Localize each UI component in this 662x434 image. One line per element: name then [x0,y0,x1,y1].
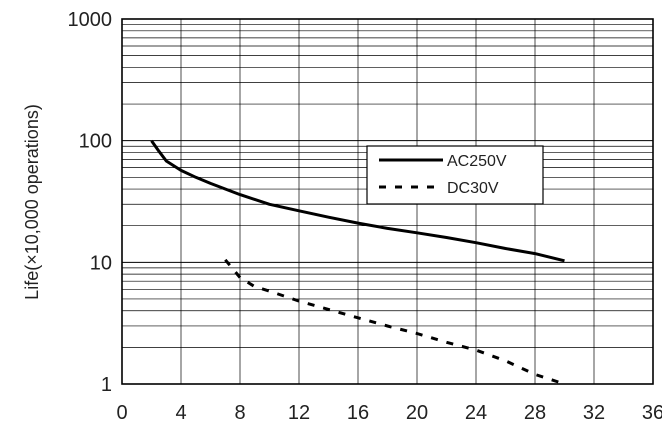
x-tick-label: 28 [524,402,546,424]
legend-label: AC250V [447,153,507,170]
x-tick-label: 0 [116,402,127,424]
x-tick-label: 20 [406,402,428,424]
y-tick-label: 100 [79,131,112,153]
x-tick-label: 8 [234,402,245,424]
y-tick-label: 10 [90,252,112,274]
x-tick-label: 16 [347,402,369,424]
plot-border [121,18,654,385]
series-line-ac250v [150,139,565,263]
series-line-dc30v [224,258,565,386]
legend-label: DC30V [447,180,499,197]
x-tick-label: 12 [288,402,310,424]
y-tick-label: 1000 [68,9,113,31]
x-tick-label: 4 [175,402,186,424]
x-tick-label: 32 [583,402,605,424]
legend: AC250V DC30V [366,145,544,205]
plot-frame [121,18,654,385]
x-tick-labels: 0 4 8 12 16 20 24 28 32 36 [116,402,662,424]
series-lines [150,139,565,386]
x-tick-label: 24 [465,402,487,424]
x-tick-label: 36 [642,402,662,424]
y-tick-label: 1 [101,374,112,396]
legend-box [366,145,544,205]
y-tick-labels: 1 10 100 1000 [68,9,113,396]
y-axis-label: Life(×10,000 operations) [22,104,42,300]
